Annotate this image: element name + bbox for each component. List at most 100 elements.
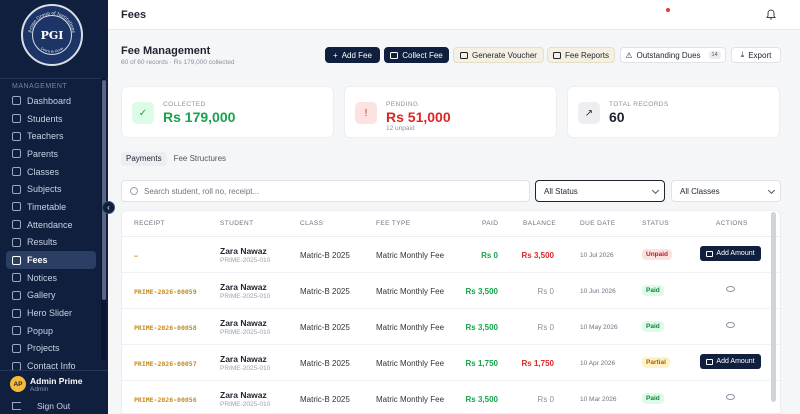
add-amount-button[interactable]: Add Amount (700, 354, 761, 369)
generate-voucher-label: Generate Voucher (472, 50, 537, 60)
sidebar-scroll-thumb[interactable] (102, 80, 106, 300)
teachers-icon (12, 131, 21, 141)
sidebar-item-label: Dashboard (27, 95, 72, 106)
sidebar-item-hero-slider[interactable]: Hero Slider (6, 304, 96, 322)
col-balance: BALANCE (523, 220, 557, 227)
student-id: PRIME-2025-010 (220, 329, 271, 336)
search-input[interactable] (144, 186, 514, 196)
dashboard-icon (12, 96, 21, 106)
add-fee-button[interactable]: + Add Fee (325, 47, 380, 63)
collect-fee-button[interactable]: Collect Fee (384, 47, 449, 63)
status-select[interactable]: All Status (535, 180, 665, 202)
sidebar-item-parents[interactable]: Parents (6, 145, 96, 163)
col-receipt: RECEIPT (134, 220, 165, 227)
due-date-cell: 10 Jun 2026 (580, 288, 616, 295)
sidebar-item-subjects[interactable]: Subjects (6, 180, 96, 198)
bell-icon[interactable] (766, 9, 776, 20)
sidebar-item-label: Gallery (27, 290, 56, 301)
table-row[interactable]: PRIME-2026-00057 Zara Nawaz PRIME-2025-0… (122, 345, 780, 381)
subjects-icon (12, 184, 21, 194)
student-id: PRIME-2025-010 (220, 365, 271, 372)
balance-cell: Rs 0 (537, 287, 554, 296)
sidebar-collapse-button[interactable]: ‹ (102, 201, 115, 214)
sidebar-item-timetable[interactable]: Timetable (6, 198, 96, 216)
sidebar-item-fees[interactable]: Fees (6, 251, 96, 269)
card-icon (706, 250, 714, 257)
generate-voucher-button[interactable]: Generate Voucher (453, 47, 544, 63)
total-records-value: 60 (609, 109, 625, 125)
sidebar-item-label: Hero Slider (27, 308, 73, 319)
balance-cell: Rs 1,750 (521, 359, 554, 368)
col-student: STUDENT (220, 220, 254, 227)
add-amount-button[interactable]: Add Amount (700, 246, 761, 261)
outstanding-dues-button[interactable]: ⚠ Outstanding Dues 14 (620, 47, 726, 63)
classes-select[interactable]: All Classes (671, 180, 781, 202)
eye-icon[interactable] (726, 394, 735, 400)
slider-icon (12, 308, 21, 318)
notification-dot (666, 8, 670, 12)
avatar[interactable]: AP (10, 376, 26, 392)
section-subtitle: 60 of 60 records · Rs 179,000 collected (121, 59, 235, 66)
add-amount-label: Add Amount (716, 358, 755, 365)
sign-out-button[interactable]: Sign Out (12, 401, 70, 411)
sidebar-item-notices[interactable]: Notices (6, 269, 96, 287)
timetable-icon (12, 202, 21, 212)
sidebar-item-dashboard[interactable]: Dashboard (6, 92, 96, 110)
table-scrollbar[interactable] (771, 212, 776, 402)
sidebar-item-gallery[interactable]: Gallery (6, 287, 96, 305)
receipt-cell: PRIME-2026-00057 (134, 360, 197, 368)
table-row[interactable]: PRIME-2026-00059 Zara Nawaz PRIME-2025-0… (122, 273, 780, 309)
class-cell: Matric-B 2025 (300, 251, 350, 260)
sidebar-item-attendance[interactable]: Attendance (6, 216, 96, 234)
eye-icon[interactable] (726, 322, 735, 328)
card-icon (706, 358, 714, 365)
section-title: Fee Management (121, 45, 211, 57)
logo-mark: PGI (32, 15, 72, 55)
classes-select-value: All Classes (680, 186, 720, 196)
class-cell: Matric-B 2025 (300, 359, 350, 368)
tab-fee-structures[interactable]: Fee Structures (173, 154, 227, 163)
sidebar-item-label: Projects (27, 343, 60, 354)
eye-icon[interactable] (726, 286, 735, 292)
fee-type-cell: Matric Monthly Fee (376, 287, 445, 296)
sidebar-item-projects[interactable]: Projects (6, 340, 96, 358)
students-icon (12, 114, 21, 124)
sidebar-item-teachers[interactable]: Teachers (6, 127, 96, 145)
sidebar-item-classes[interactable]: Classes (6, 163, 96, 181)
collected-label: COLLECTED (163, 101, 206, 108)
status-select-value: All Status (544, 186, 578, 196)
paid-cell: Rs 3,500 (465, 287, 498, 296)
table-row[interactable]: PRIME-2026-00058 Zara Nawaz PRIME-2025-0… (122, 309, 780, 345)
student-name: Zara Nawaz (220, 318, 267, 328)
sidebar-item-popup[interactable]: Popup (6, 322, 96, 340)
popup-icon (12, 326, 21, 336)
sidebar-item-label: Timetable (27, 201, 67, 212)
class-cell: Matric-B 2025 (300, 323, 350, 332)
sidebar-item-label: Contact Info (27, 361, 76, 372)
total-records-label: TOTAL RECORDS (609, 101, 669, 108)
status-badge: Paid (642, 393, 664, 404)
export-button[interactable]: ⤓ Export (731, 47, 781, 63)
student-name: Zara Nawaz (220, 282, 267, 292)
sidebar-nav: Dashboard Students Teachers Parents Clas… (6, 92, 96, 375)
fee-reports-button[interactable]: Fee Reports (547, 47, 615, 63)
paid-cell: Rs 0 (481, 251, 498, 260)
fees-icon (12, 255, 21, 265)
school-logo[interactable]: Prime Group of Institutions Learn & Grow… (21, 4, 83, 66)
sidebar-item-label: Attendance (27, 219, 73, 230)
sidebar-item-students[interactable]: Students (6, 110, 96, 128)
tabs: Payments Fee Structures (121, 152, 231, 166)
student-name: Zara Nawaz (220, 354, 267, 364)
tab-payments[interactable]: Payments (121, 152, 167, 166)
col-actions: ACTIONS (716, 220, 748, 227)
trending-up-icon: ↗ (578, 102, 600, 124)
table-row[interactable]: — Zara Nawaz PRIME-2025-010 Matric-B 202… (122, 237, 780, 273)
status-badge: Unpaid (642, 249, 673, 260)
table-row[interactable]: PRIME-2026-00056 Zara Nawaz PRIME-2025-0… (122, 381, 780, 413)
status-badge: Paid (642, 285, 664, 296)
sidebar-divider (0, 78, 108, 79)
student-id: PRIME-2025-010 (220, 401, 271, 408)
sidebar-item-results[interactable]: Results (6, 234, 96, 252)
fee-type-cell: Matric Monthly Fee (376, 323, 445, 332)
pending-card: ! PENDING Rs 51,000 12 unpaid (344, 86, 557, 138)
